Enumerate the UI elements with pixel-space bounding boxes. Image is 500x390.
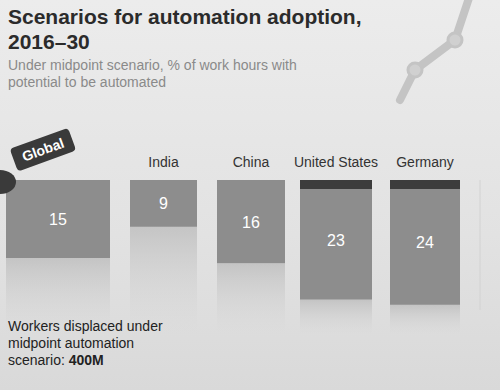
decoration	[400, 0, 470, 100]
annotation: Workers displaced under midpoint automat…	[8, 318, 188, 369]
decoration	[0, 170, 16, 194]
category-label: China	[233, 154, 270, 170]
tag-box	[10, 128, 76, 172]
value-axis	[480, 180, 481, 310]
category-label: Global	[20, 135, 66, 165]
bar-shadow	[390, 305, 460, 335]
data-label: 23	[327, 232, 345, 249]
bar	[217, 180, 285, 263]
bar	[6, 180, 110, 258]
labels: 15 Global 9 India 16 China 23 United States 24 Ge…	[0, 128, 454, 252]
title: Scenarios for automation adoption, 2016–…	[8, 4, 368, 54]
bar-cap	[300, 180, 372, 189]
data-label: 24	[416, 234, 434, 251]
bar	[390, 180, 460, 305]
annotation-value: 400M	[69, 352, 104, 368]
bar-shadow	[217, 263, 285, 335]
robot-joint	[448, 33, 462, 47]
robot-joint	[408, 63, 422, 77]
data-label: 9	[159, 195, 168, 212]
category-label: United States	[294, 154, 378, 170]
bar-shadow	[300, 300, 372, 335]
bar	[130, 180, 197, 227]
data-label: 16	[242, 214, 260, 231]
data-label: 15	[49, 211, 67, 228]
category-label: India	[148, 154, 179, 170]
subtitle: Under midpoint scenario, % of work hours…	[8, 57, 328, 91]
bar-cap	[390, 180, 460, 189]
bar	[300, 180, 372, 300]
category-label: Germany	[396, 154, 454, 170]
bars	[6, 180, 460, 305]
category-tag: Global	[10, 128, 76, 172]
robot-arm	[400, 0, 470, 100]
